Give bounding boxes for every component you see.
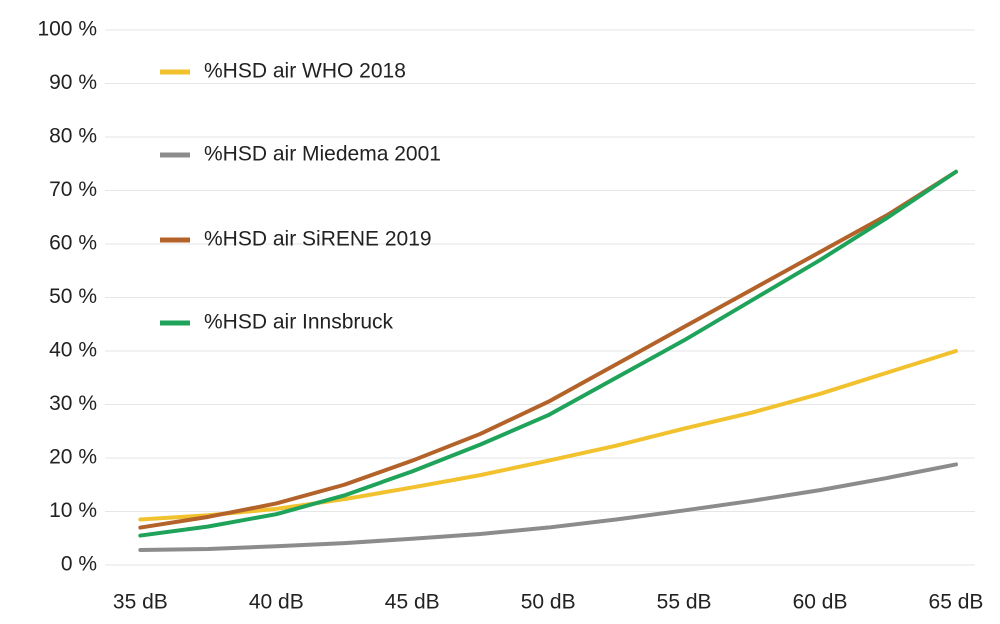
y-tick-label: 90 % (49, 71, 97, 94)
y-tick-label: 70 % (49, 178, 97, 201)
y-tick-label: 50 % (49, 285, 97, 308)
legend-label: %HSD air SiRENE 2019 (204, 228, 432, 251)
y-tick-label: 80 % (49, 125, 97, 148)
x-tick-label: 60 dB (793, 591, 848, 614)
x-tick-label: 55 dB (657, 591, 712, 614)
series-line (138, 462, 958, 553)
x-tick-label: 50 dB (521, 591, 576, 614)
x-tick-label: 65 dB (929, 591, 984, 614)
series-line (138, 349, 958, 522)
y-tick-label: 40 % (49, 339, 97, 362)
x-tick-label: 40 dB (249, 591, 304, 614)
legend-label: %HSD air WHO 2018 (204, 60, 406, 83)
y-tick-label: 30 % (49, 392, 97, 415)
x-tick-label: 45 dB (385, 591, 440, 614)
y-tick-label: 60 % (49, 232, 97, 255)
y-tick-label: 20 % (49, 446, 97, 469)
x-tick-label: 35 dB (113, 591, 168, 614)
legend-label: %HSD air Miedema 2001 (204, 143, 441, 166)
y-tick-label: 100 % (37, 18, 97, 41)
y-tick-label: 0 % (61, 553, 97, 576)
series-line (138, 169, 958, 530)
y-tick-label: 10 % (49, 499, 97, 522)
legend-label: %HSD air Innsbruck (204, 311, 394, 334)
series-line (138, 169, 958, 538)
